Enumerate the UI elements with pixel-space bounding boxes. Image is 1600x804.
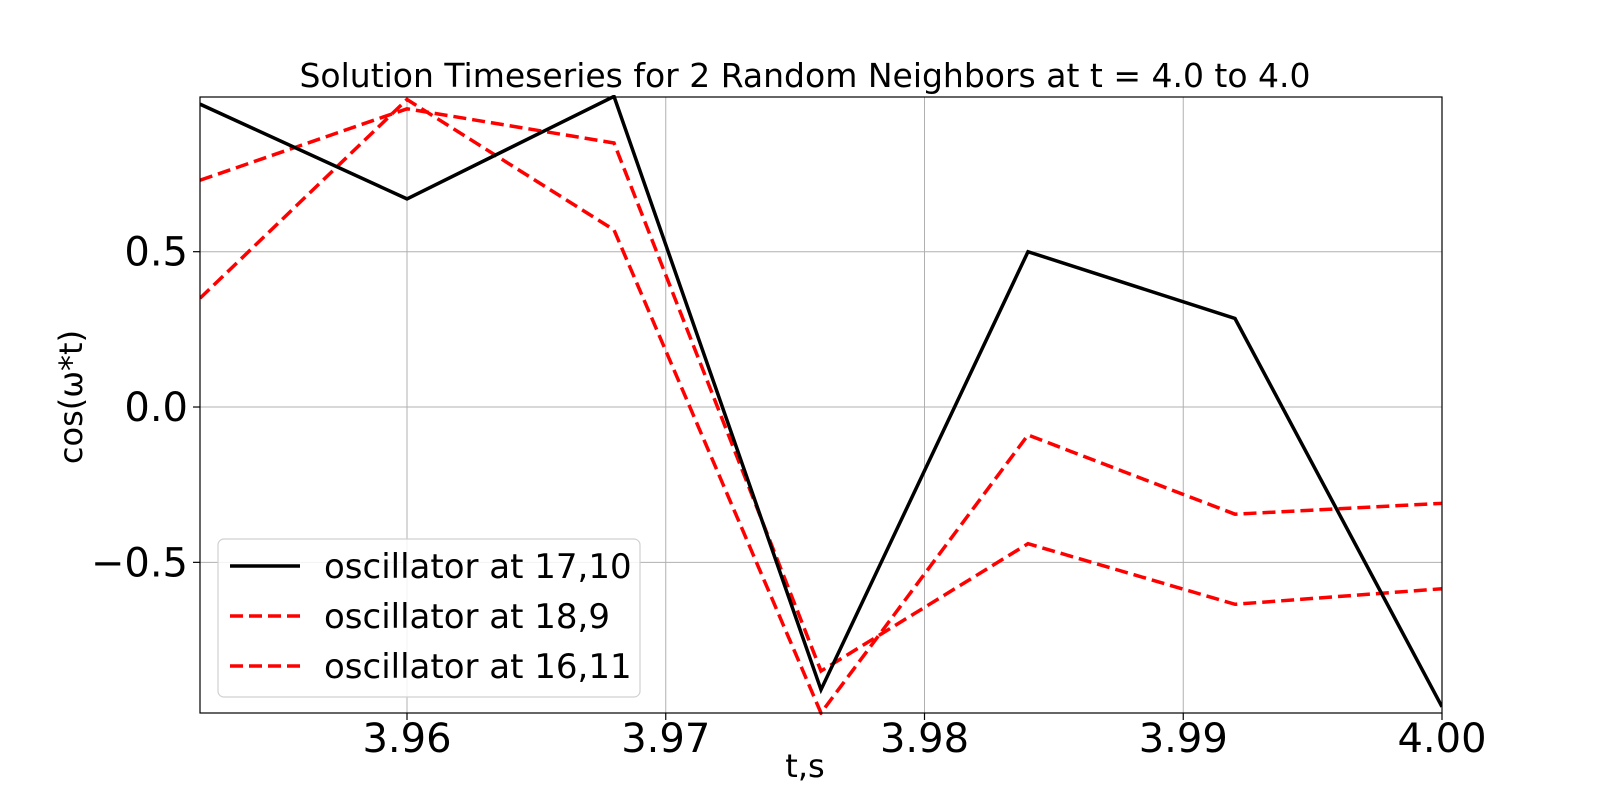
x-tick-label: 3.98: [880, 716, 969, 762]
y-axis-label: cos(ω*t): [52, 330, 90, 464]
x-tick-label: 3.97: [621, 716, 710, 762]
legend-label: oscillator at 16,11: [324, 647, 632, 687]
series-line-1: [200, 107, 1442, 674]
chart-title: Solution Timeseries for 2 Random Neighbo…: [299, 56, 1310, 95]
y-tick-label: 0.0: [124, 385, 188, 431]
legend-box: [217, 538, 641, 698]
legend-label: oscillator at 17,10: [324, 547, 632, 587]
x-axis-label: t,s: [785, 747, 824, 785]
series-line-0: [200, 95, 1442, 708]
legend: oscillator at 17,10 oscillator at 18,9 osc…: [217, 538, 641, 698]
x-tick-label: 4.00: [1397, 716, 1486, 762]
x-tick-label: 3.99: [1139, 716, 1228, 762]
y-tick-label: −0.5: [91, 540, 188, 586]
legend-label: oscillator at 18,9: [324, 597, 610, 637]
y-tick-label: 0.5: [124, 230, 188, 276]
x-tick-label: 3.96: [362, 716, 451, 762]
plot-frame: [199, 96, 1443, 714]
ticks: 3.96 3.97 3.98 3.99 4.00 0.5 0.0 −0.5: [91, 230, 1487, 762]
